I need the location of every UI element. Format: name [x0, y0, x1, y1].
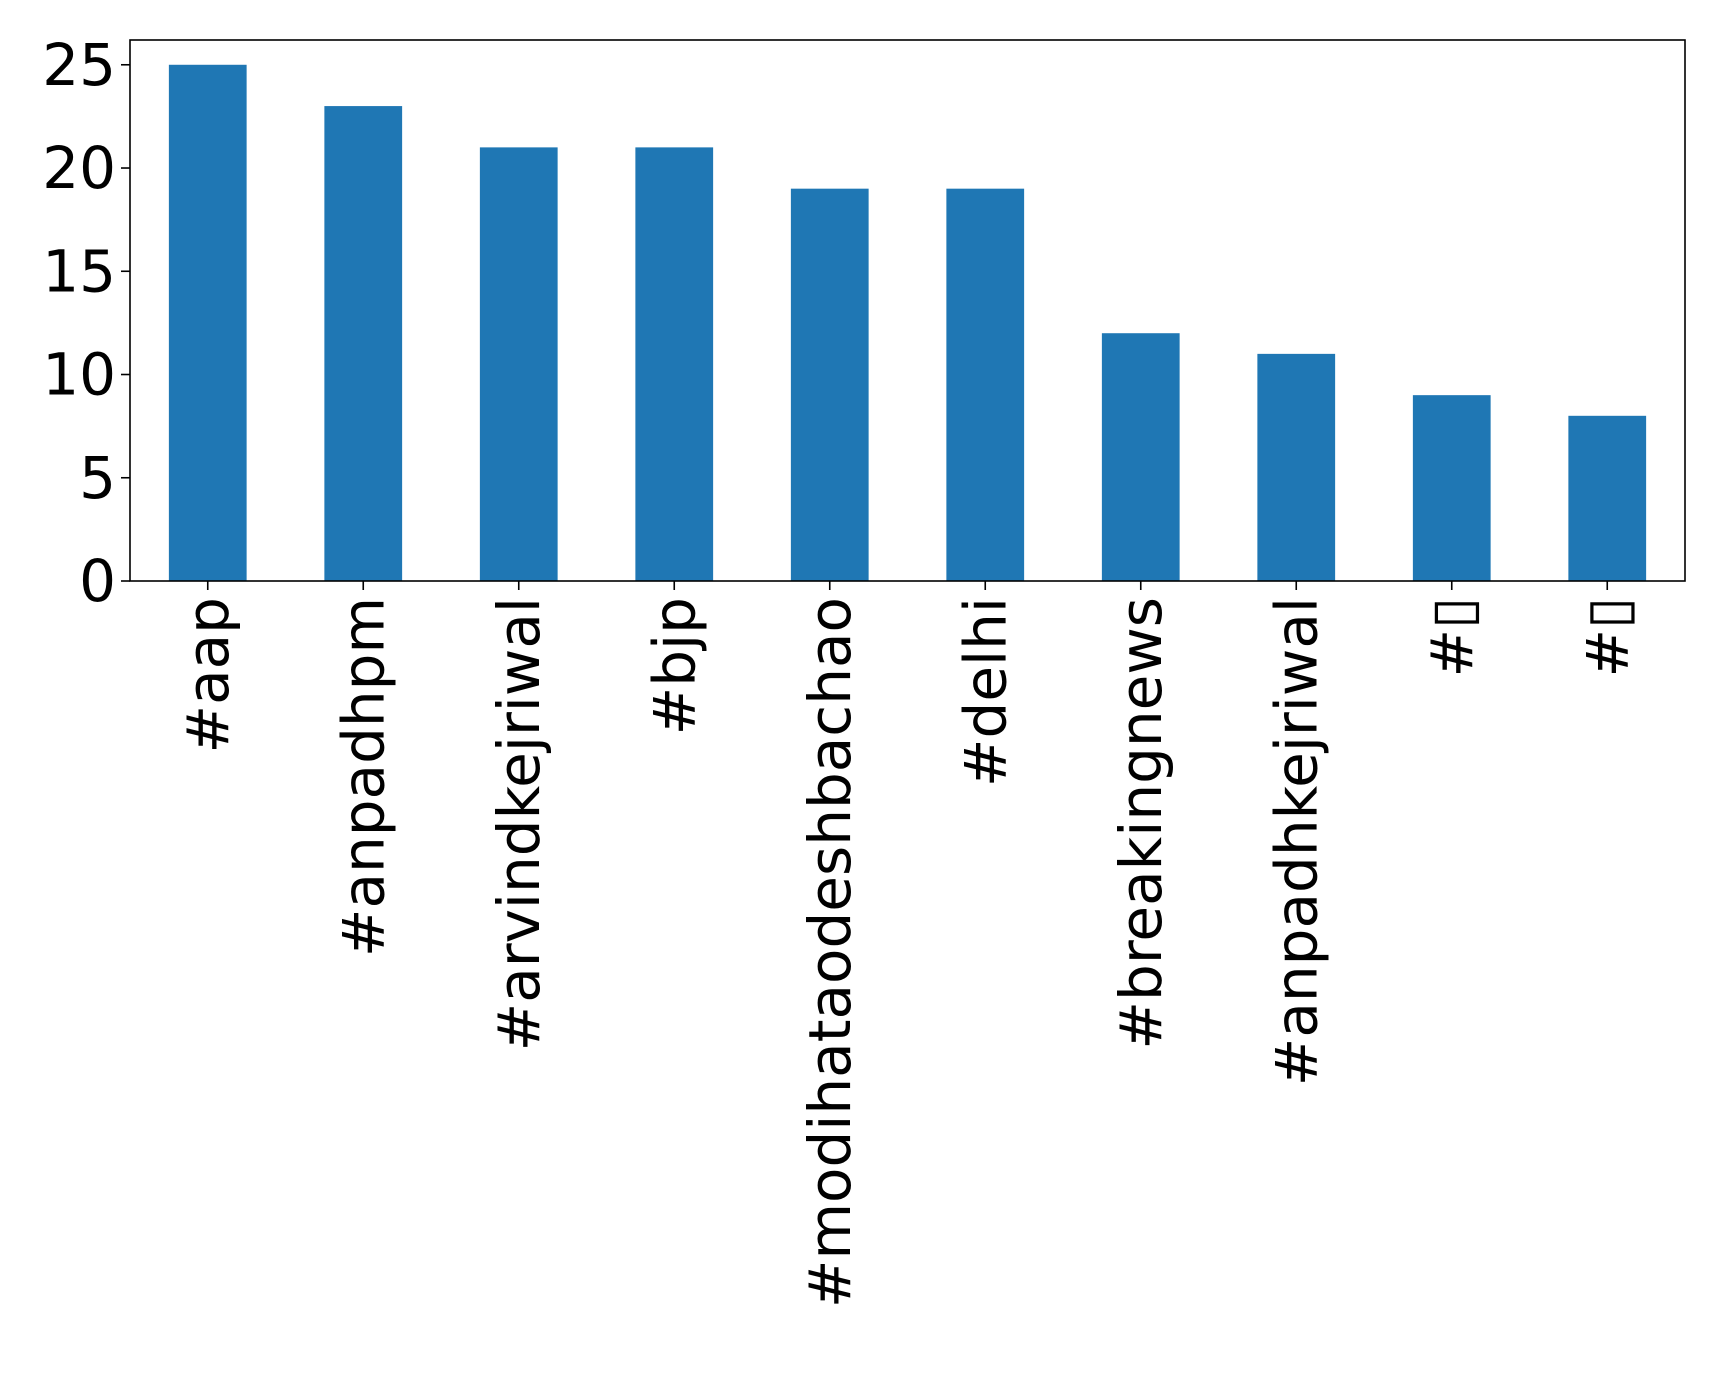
y-tick-label-2: 10 — [42, 341, 116, 409]
x-tick-label-9: #▯ — [1573, 597, 1641, 678]
bar-8 — [1412, 395, 1491, 581]
bars-group — [168, 64, 1647, 582]
bar-1 — [324, 106, 403, 582]
bar-2 — [479, 147, 558, 582]
x-tick-label-2: #arvindkejriwal — [485, 597, 553, 1051]
x-tick-label-6: #breakingnews — [1107, 597, 1175, 1050]
x-tick-label-7: #anpadhkejriwal — [1262, 597, 1330, 1086]
y-tick-label-1: 5 — [79, 444, 116, 512]
bar-0 — [168, 64, 247, 581]
bar-5 — [946, 188, 1025, 581]
x-tick-label-5: #delhi — [951, 597, 1019, 787]
y-tick-label-3: 15 — [42, 237, 116, 305]
x-tick-label-4: #modihataodeshbachao — [796, 597, 864, 1308]
bar-4 — [790, 188, 869, 581]
x-tick-label-3: #bjp — [640, 597, 708, 735]
bar-9 — [1568, 415, 1647, 581]
bar-3 — [635, 147, 714, 582]
x-tick-label-0: #aap — [174, 597, 242, 754]
x-axis-ticks: #aap #anpadhpm #arvindkejriwal #bjp #modihat… — [174, 581, 1641, 1308]
y-tick-label-0: 0 — [79, 547, 116, 615]
bar-7 — [1257, 353, 1336, 581]
x-tick-label-1: #anpadhpm — [329, 597, 397, 957]
y-axis-ticks: 0 5 10 15 20 25 — [42, 31, 130, 615]
y-tick-label-5: 25 — [42, 31, 116, 99]
plot-frame — [129, 39, 1686, 582]
bar-6 — [1101, 333, 1180, 581]
x-tick-label-8: #▯ — [1418, 597, 1486, 678]
y-tick-label-4: 20 — [42, 134, 116, 202]
